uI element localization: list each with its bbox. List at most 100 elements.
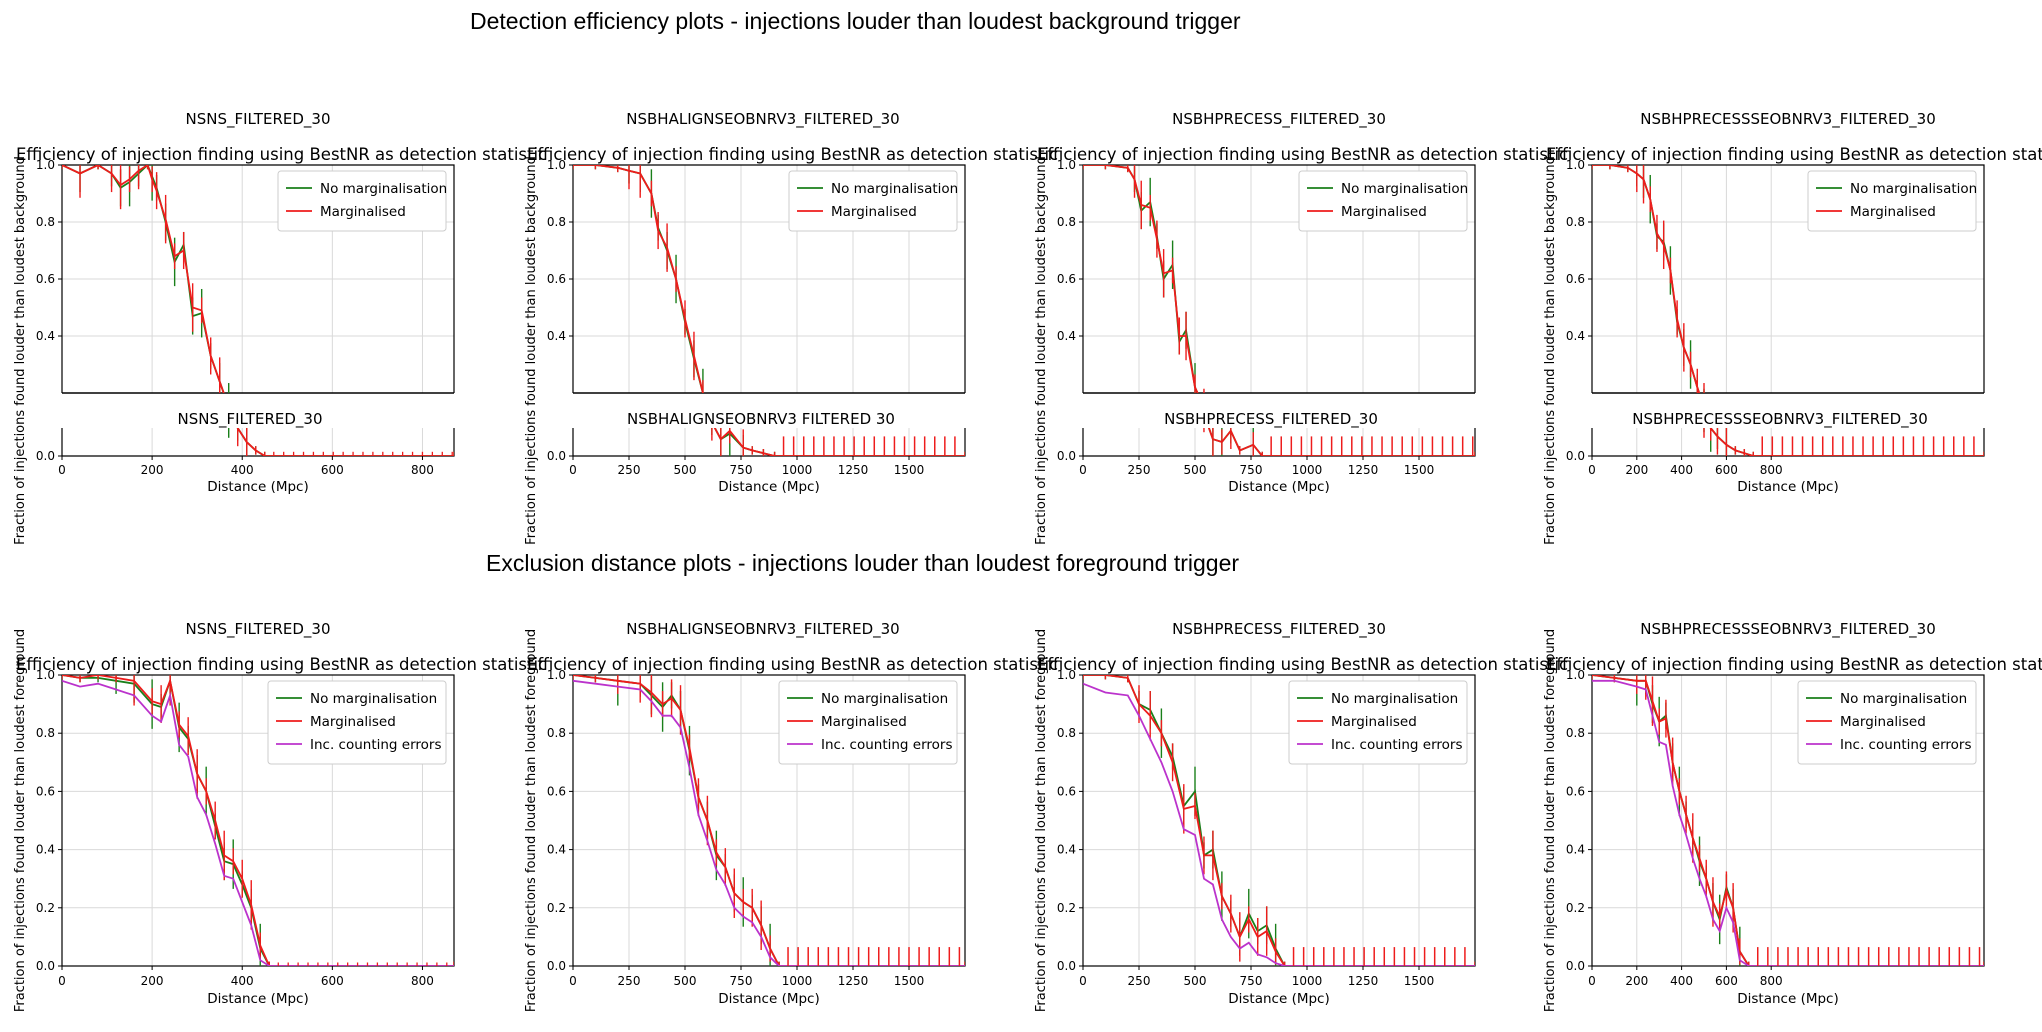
y-tick-label: 0.2 [1057,901,1076,915]
y-tick-label: 0.4 [1566,843,1585,857]
legend-label: No marginalisation [821,691,948,707]
x-tick-label: 750 [1240,463,1263,477]
y-axis-label: Fraction of injections found louder than… [13,156,28,545]
inset-frame [1591,428,1985,457]
y-tick-label: 0.8 [36,215,55,229]
x-tick-label: 1250 [1348,463,1379,477]
y-tick-label: 0.6 [36,784,55,798]
y-tick-label: 1.0 [1057,668,1076,682]
panel-title: NSBHALIGNSEOBNRV3_FILTERED_30 [626,620,899,639]
series-line [573,679,965,966]
y-tick-label: 0.6 [1566,784,1585,798]
section-title-detection: Detection efficiency plots - injections … [470,8,1241,34]
series-line [1083,682,1475,966]
series-line [573,165,704,393]
x-tick-label: 0 [1588,463,1596,477]
x-tick-label: 0 [569,974,577,988]
y-tick-label: 0.0 [1057,959,1076,973]
x-tick-label: 1000 [782,463,813,477]
chart-title: Efficiency of injection finding using Be… [527,145,1058,164]
legend [1807,170,1977,232]
x-tick-label: 500 [674,463,697,477]
y-axis-label: Fraction of injections found louder than… [1034,156,1049,545]
x-tick-label: 250 [1128,463,1151,477]
legend-label: No marginalisation [1331,691,1458,707]
y-tick-label: 0.0 [36,959,55,973]
inset-title: NSBHPRECESS_FILTERED_30 [1164,410,1378,429]
legend-label: No marginalisation [310,691,437,707]
x-tick-label: 200 [141,974,164,988]
inset-title: NSBHPRECESSSEOBNRV3_FILTERED_30 [1632,410,1928,429]
y-axis-label: Fraction of injections found louder than… [524,156,539,545]
chart-panel: NSBHPRECESSSEOBNRV3_FILTERED_30 Efficienc… [1543,620,2042,1012]
x-axis-label: Distance (Mpc) [718,479,820,495]
legend-label: Marginalised [1850,204,1936,220]
y-tick-label: 0.6 [1566,272,1585,286]
chart-title: Efficiency of injection finding using Be… [1546,655,2042,674]
y-tick-label: 0.6 [547,272,566,286]
y-axis-label: Fraction of injections found louder than… [1543,629,1558,1012]
y-tick-label: 0.0 [1057,449,1076,463]
legend [277,170,447,232]
x-axis-label: Distance (Mpc) [207,991,309,1007]
x-tick-label: 250 [618,974,641,988]
chart-panel: NSBHPRECESS_FILTERED_30 Efficiency of inj… [1034,620,1568,1012]
inset-frame [572,428,966,457]
legend [1298,170,1468,232]
chart-panel: NSBHALIGNSEOBNRV3_FILTERED_30 Efficiency … [524,110,1058,545]
x-tick-label: 1500 [894,974,925,988]
panel-title: NSBHPRECESS_FILTERED_30 [1172,620,1386,639]
y-axis-label: Fraction of injections found louder than… [524,629,539,1012]
x-tick-label: 250 [618,463,641,477]
section-title-exclusion: Exclusion distance plots - injections lo… [486,550,1240,576]
y-axis-label: Fraction of injections found louder than… [1034,629,1049,1012]
x-tick-label: 0 [58,974,66,988]
legend [788,170,958,232]
x-tick-label: 1500 [894,463,925,477]
y-tick-label: 1.0 [1566,668,1585,682]
legend-label: Marginalised [1331,714,1417,730]
chart-panel: NSNS_FILTERED_30 Efficiency of injection … [13,110,547,545]
y-tick-label: 0.6 [1057,784,1076,798]
x-tick-label: 1250 [1348,974,1379,988]
y-tick-label: 0.4 [36,329,55,343]
x-tick-label: 600 [1715,463,1738,477]
y-tick-label: 0.8 [547,215,566,229]
y-tick-label: 0.8 [1566,726,1585,740]
series-line [1592,679,1984,966]
x-tick-label: 750 [730,463,753,477]
x-tick-label: 1250 [838,463,869,477]
y-tick-label: 0.0 [36,449,55,463]
legend-label: Marginalised [831,204,917,220]
x-axis-label: Distance (Mpc) [207,479,309,495]
panel-title: NSBHPRECESSSEOBNRV3_FILTERED_30 [1640,110,1936,129]
panel-title: NSNS_FILTERED_30 [185,620,330,639]
x-axis-label: Distance (Mpc) [1737,479,1839,495]
x-tick-label: 400 [1670,463,1693,477]
axes-frame [1082,674,1476,967]
x-tick-label: 800 [411,463,434,477]
legend [1797,680,1977,765]
y-tick-label: 0.6 [36,272,55,286]
x-tick-label: 200 [1625,463,1648,477]
x-tick-label: 600 [321,463,344,477]
inset-title: NSNS_FILTERED_30 [177,410,322,429]
y-tick-label: 1.0 [1057,158,1076,172]
x-tick-label: 0 [1079,974,1087,988]
axes-frame [61,674,455,967]
panel-title: NSBHALIGNSEOBNRV3_FILTERED_30 [626,110,899,129]
x-tick-label: 500 [674,974,697,988]
y-tick-label: 0.4 [1566,329,1585,343]
series-line [62,675,454,966]
x-tick-label: 800 [411,974,434,988]
y-tick-label: 0.4 [36,843,55,857]
y-tick-label: 0.0 [1566,959,1585,973]
inset-frame [61,428,455,457]
legend [1288,680,1468,765]
legend [778,680,958,765]
y-tick-label: 0.4 [1057,329,1076,343]
x-tick-label: 500 [1184,463,1207,477]
legend-label: Marginalised [310,714,396,730]
axes-frame [572,674,966,967]
